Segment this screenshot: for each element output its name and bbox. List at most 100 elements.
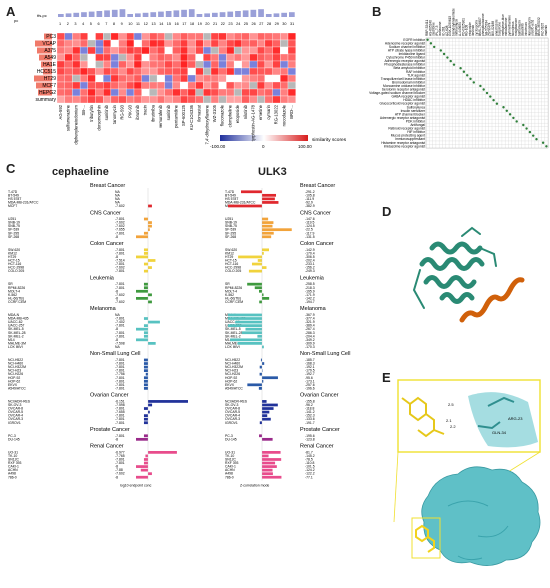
ulk3-bar	[262, 193, 277, 197]
cell-line-label: ACHN	[8, 468, 18, 472]
heatmap-cell	[133, 88, 142, 97]
heatmap-cell	[172, 88, 181, 97]
column-number: 9	[121, 22, 123, 26]
b-row-label: Beta amyloid inhibitor	[393, 66, 425, 70]
cephaeline-value: -8	[115, 465, 118, 469]
cephaeline-bar	[143, 358, 148, 362]
heatmap-cell	[203, 60, 212, 69]
heatmap-cell	[79, 95, 88, 104]
pc-bar	[37, 47, 52, 54]
ulk3-bar	[262, 252, 264, 255]
b-column-label: WZ-3105	[541, 23, 545, 36]
heatmap-cell	[241, 74, 250, 83]
heatmap-cell	[210, 60, 219, 69]
cephaeline-bar	[143, 417, 148, 421]
ulk3-value: -131.5	[305, 235, 315, 239]
cephaeline-value: -7.88	[115, 468, 123, 472]
heatmap-cell	[264, 32, 273, 41]
ulk3-value: -92.9	[305, 200, 313, 204]
cephaeline-value: -7.801	[115, 334, 125, 338]
b-column-label: ibrutinib	[471, 25, 475, 36]
heatmap-cell	[126, 74, 135, 83]
row-label: HCC515	[37, 69, 56, 75]
heatmap-cell	[133, 67, 142, 76]
b-row-label: Imidazoline ligand	[399, 52, 426, 56]
heatmap-cell	[226, 88, 235, 97]
b-row-label: Bromodomain inhibitor	[392, 80, 426, 84]
ulk3-value: -192.7	[305, 372, 315, 376]
column-number: 6	[98, 22, 100, 26]
heatmap-cell	[210, 95, 219, 104]
b-dot	[462, 70, 466, 73]
heatmap-cell	[156, 74, 165, 83]
column-number: 15	[167, 22, 171, 26]
cell-line-label-right: SK-MEL-2	[225, 334, 241, 338]
b-row-label: Retinoid receptor agonist	[388, 127, 425, 131]
b-column-label: IC-261	[442, 26, 446, 36]
b-column-label: ZSTK474	[488, 22, 492, 36]
cell-line-label: SK-MEL-28	[8, 331, 26, 335]
heatmap-cell	[210, 67, 219, 76]
cephaeline-bar	[140, 468, 148, 472]
ulk3-bar	[248, 269, 262, 273]
heatmap-cell	[110, 74, 119, 83]
heatmap-cell	[218, 88, 227, 97]
dist-1: 2.5	[448, 402, 454, 407]
heatmap-cell	[118, 32, 127, 41]
ulk3-bar	[262, 345, 264, 349]
cephaeline-bar	[148, 472, 152, 476]
heatmap-cell	[79, 53, 88, 62]
ulk3-bar	[258, 387, 262, 390]
cephaeline-title: cephaeline	[52, 166, 109, 178]
heatmap-cell	[103, 95, 112, 104]
panel-label-b: B	[372, 4, 382, 19]
cell-line-label-right: HOP-62	[225, 379, 237, 383]
heatmap-cell	[72, 32, 81, 41]
column-name: diphenyleneiodonium	[73, 105, 78, 145]
ulk3-value: -258.5	[305, 282, 315, 286]
heatmap-cell	[187, 46, 196, 55]
cell-line-label: NCI-H460	[8, 362, 23, 366]
heatmap-cell	[172, 39, 181, 48]
heatmap-cell	[210, 32, 219, 41]
cephaeline-value: -7.801	[115, 362, 125, 366]
cell-line-label: OVCAR-5	[8, 410, 23, 414]
pc-bar	[44, 33, 52, 40]
tfs-bar	[81, 12, 87, 17]
ulk3-value: -155.8	[305, 399, 315, 403]
heatmap-cell	[241, 32, 250, 41]
row-label: VCAP	[42, 41, 56, 47]
heatmap-cell	[56, 95, 65, 104]
group-title-right: Prostate Cancer	[300, 427, 340, 433]
cell-line-label-right: SR	[225, 282, 230, 286]
ulk3-value: -123.8	[305, 437, 315, 441]
group-title-right: Ovarian Cancer	[300, 393, 339, 399]
orange-helix	[459, 277, 525, 323]
panel-b-dot-matrix: RBP-52411 AS-605240 cladribine IPL-7-3 isofl…	[369, 8, 549, 148]
heatmap-cell	[56, 81, 65, 90]
ulk3-bar	[251, 262, 262, 266]
ulk3-value: -286.3	[305, 331, 315, 335]
heatmap-cell	[164, 95, 173, 104]
heatmap-cell	[187, 95, 196, 104]
cephaeline-bar	[143, 407, 148, 410]
column-number: 8	[113, 22, 115, 26]
b-row-label: Imidazoline receptor agonist	[384, 144, 425, 148]
cephaeline-value: NA	[115, 345, 120, 349]
heatmap-cell	[233, 39, 242, 48]
heatmap-cell	[72, 95, 81, 104]
cell-line-label: HCC-2998	[8, 266, 24, 270]
cephaeline-bar	[143, 421, 148, 425]
ulk3-value: -78.5	[305, 458, 313, 462]
pc-label: pc	[14, 18, 18, 23]
heatmap-cell	[141, 39, 150, 48]
ulk3-bar	[245, 327, 262, 331]
cephaeline-value: -7.801	[115, 386, 125, 390]
column-number: 4	[82, 22, 84, 26]
heatmap-cell	[141, 32, 150, 41]
right-xlabel: Z-correlation mode	[240, 484, 269, 488]
heatmap-cell	[64, 74, 73, 83]
heatmap-cell	[126, 81, 135, 90]
heatmap-cell	[126, 67, 135, 76]
ulk3-value: -117.9	[305, 231, 314, 235]
